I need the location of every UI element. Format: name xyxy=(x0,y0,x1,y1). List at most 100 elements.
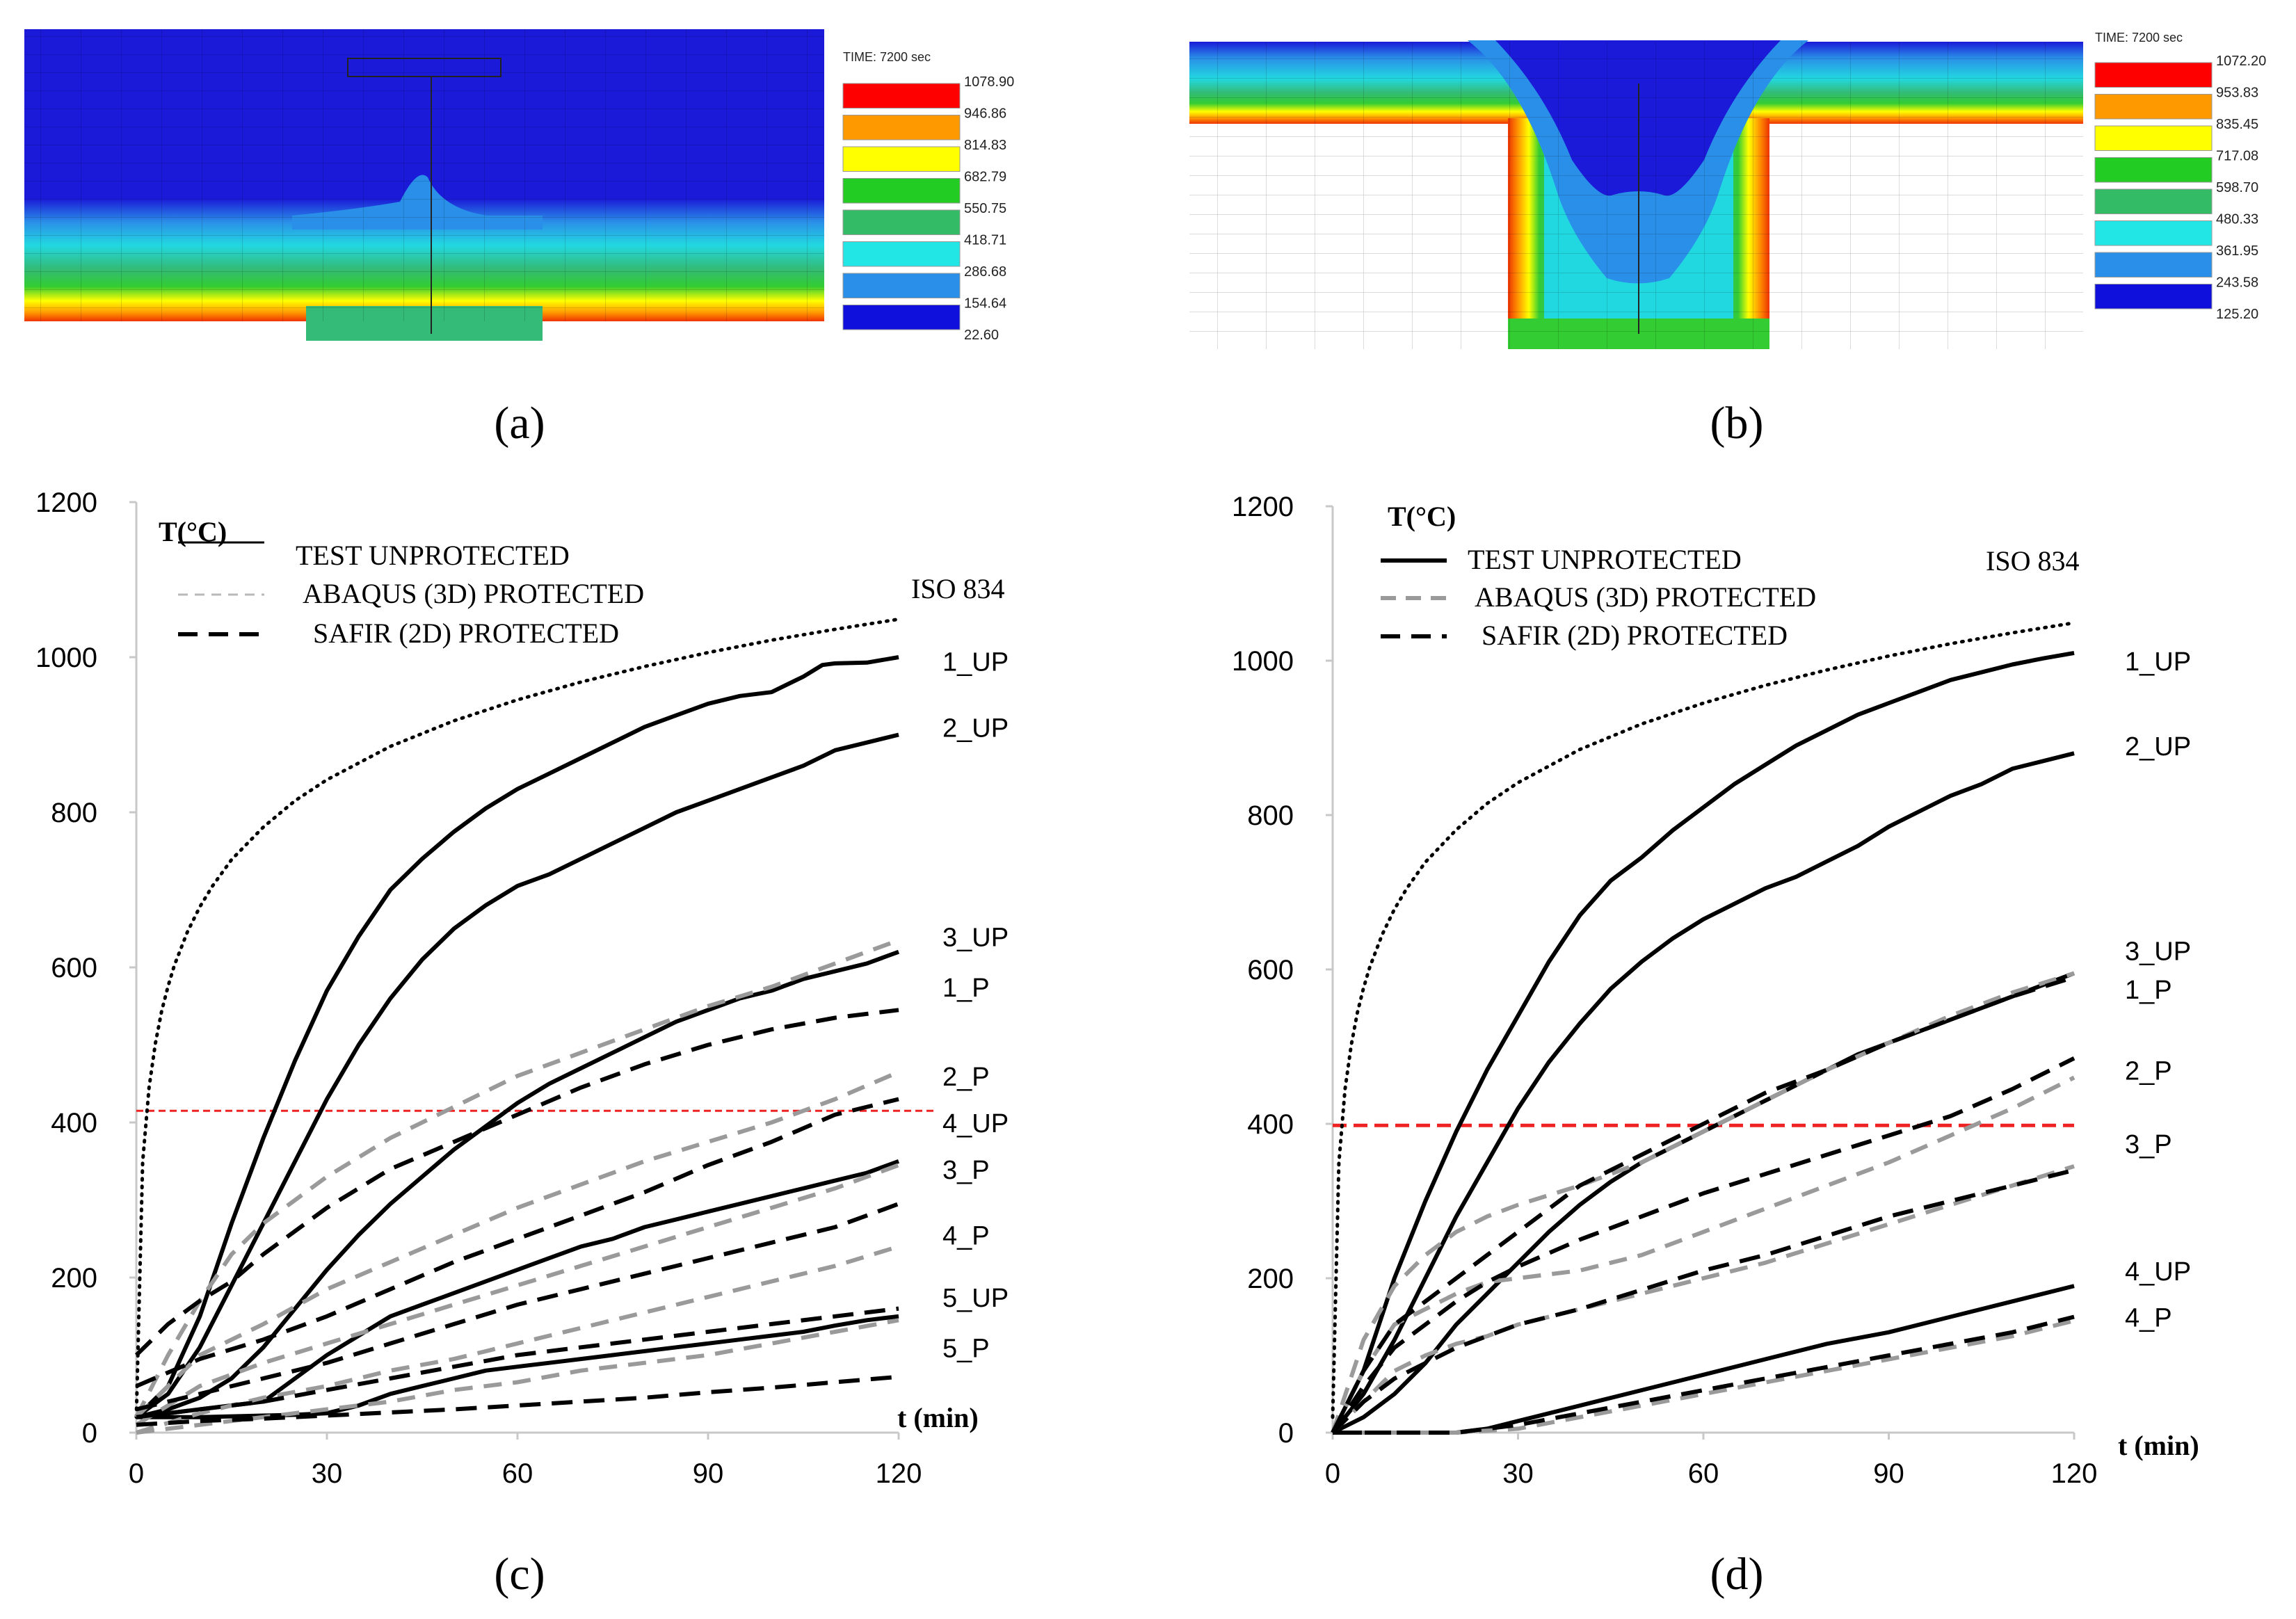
y-tick-label: 400 xyxy=(51,1108,97,1138)
time-label-b: TIME: 7200 sec xyxy=(2095,31,2183,45)
curve-label: 3_P xyxy=(942,1156,990,1185)
series-2-up xyxy=(135,732,899,1419)
legend-value: 814.83 xyxy=(964,138,1006,153)
beam-outline-a xyxy=(347,58,501,77)
curve-label: 5_P xyxy=(942,1334,990,1363)
x-tick-label: 120 xyxy=(2051,1458,2098,1489)
x-tick-label: 90 xyxy=(693,1458,724,1489)
y-tick-label: 400 xyxy=(1247,1109,1294,1140)
curve-label: 1_P xyxy=(2125,976,2172,1005)
x-tick-label: 30 xyxy=(1502,1458,1534,1489)
legend-swatch xyxy=(2094,94,2213,120)
panel-label-d: (d) xyxy=(1710,1549,1764,1600)
curve-label: 3_UP xyxy=(942,923,1009,952)
series-4-p-safir xyxy=(136,1306,899,1419)
panel-label-b: (b) xyxy=(1710,398,1764,449)
x-tick-label: 120 xyxy=(876,1458,922,1489)
series-3-up xyxy=(136,949,900,1419)
legend-value: 243.58 xyxy=(2216,275,2258,291)
x-tick-label: 90 xyxy=(1873,1458,1904,1489)
curve-label: 4_UP xyxy=(942,1109,1009,1138)
legend-value: 418.71 xyxy=(964,233,1006,248)
curve-label: 2_UP xyxy=(2125,732,2191,762)
series-3-p-abaqus xyxy=(1331,1164,2075,1435)
legend-label: SAFIR (2D) PROTECTED xyxy=(1482,620,1788,651)
legend-swatch xyxy=(2094,157,2213,183)
legend-value: 480.33 xyxy=(2216,212,2258,227)
y-axis-label: T(°C) xyxy=(1388,501,1456,532)
panel-label-a: (a) xyxy=(494,398,545,449)
legend-swatch xyxy=(2094,125,2213,151)
legend-swatch xyxy=(842,115,961,140)
legend-value: 682.79 xyxy=(964,170,1006,185)
series-4-p-abaqus xyxy=(136,1244,899,1435)
series-4-p-safir xyxy=(1333,1314,2075,1435)
series-3-p-safir xyxy=(136,1202,900,1412)
x-tick-label: 0 xyxy=(1325,1458,1340,1489)
legend-value: 835.45 xyxy=(2216,117,2258,132)
series-1-p-abaqus xyxy=(1331,971,2075,1433)
curve-label: 1_UP xyxy=(942,648,1009,677)
x-tick-label: 30 xyxy=(312,1458,343,1489)
curve-label: 2_UP xyxy=(942,714,1009,743)
legend-swatch xyxy=(2094,62,2213,88)
series-3-p-safir xyxy=(1331,1168,2075,1435)
legend-swatch xyxy=(842,209,961,235)
curve-label: 2_P xyxy=(2125,1056,2172,1086)
x-tick-label: 0 xyxy=(129,1458,144,1489)
iso-834-label: ISO 834 xyxy=(911,573,1004,604)
series-1-p-safir xyxy=(1331,975,2075,1434)
series-1-up xyxy=(1331,650,2075,1434)
y-tick-label: 1000 xyxy=(35,643,97,673)
x-tick-label: 60 xyxy=(502,1458,533,1489)
legend-swatch xyxy=(2094,188,2213,214)
series-5-up xyxy=(136,1314,899,1419)
time-label-a: TIME: 7200 sec xyxy=(843,50,931,64)
legend-value: 154.64 xyxy=(964,296,1006,312)
color-legend-a: 1078.90 946.86 814.83 682.79 550.75 418.71 286… xyxy=(842,74,1014,343)
legend-value: 1078.90 xyxy=(964,74,1014,90)
y-tick-label: 0 xyxy=(1278,1418,1294,1449)
legend-swatch xyxy=(842,305,961,330)
x-axis-label: t (min) xyxy=(2118,1430,2199,1461)
mesh-b xyxy=(1189,42,2083,349)
y-tick-label: 1200 xyxy=(1232,492,1294,522)
legend-value: 361.95 xyxy=(2216,243,2258,259)
y-tick-label: 0 xyxy=(82,1418,97,1449)
series-2-p-safir xyxy=(135,1097,899,1388)
y-tick-label: 200 xyxy=(1247,1264,1294,1294)
y-tick-label: 600 xyxy=(1247,955,1294,985)
curve-label: 5_UP xyxy=(942,1284,1009,1313)
legend-swatch xyxy=(2094,220,2213,246)
y-tick-label: 200 xyxy=(51,1263,97,1294)
series-2-up xyxy=(1331,751,2075,1434)
legend-value: 550.75 xyxy=(964,201,1006,216)
series-iso-834 xyxy=(134,617,901,1419)
legend-swatch xyxy=(842,146,961,172)
curve-label: 3_UP xyxy=(2125,937,2191,966)
curve-label: 1_P xyxy=(942,974,990,1003)
series-1-p-safir xyxy=(134,1008,899,1357)
curve-label: 4_P xyxy=(2125,1304,2172,1333)
series-3-p-abaqus xyxy=(135,1163,900,1427)
series-1-p-abaqus xyxy=(134,938,900,1419)
y-tick-label: 800 xyxy=(1247,800,1294,831)
legend-value: 953.83 xyxy=(2216,86,2258,101)
temperature-chart-d: 0 200 400 600 800 1000 1200 0 30 60 90 120 1_UP 2_UP 3… xyxy=(1232,492,2199,1489)
series-2-p-abaqus xyxy=(134,1070,900,1419)
y-tick-label: 1000 xyxy=(1232,646,1294,677)
curve-label: 3_P xyxy=(2125,1130,2172,1159)
mesh-a xyxy=(24,29,824,321)
legend-swatch xyxy=(842,273,961,298)
contour-panel-b: TIME: 7200 sec 1072.20 953.83 835.45 717.08… xyxy=(1189,31,2266,349)
series-2-p-safir xyxy=(1331,1056,2076,1434)
legend-swatch xyxy=(2094,252,2213,277)
legend-label: TEST UNPROTECTED xyxy=(296,540,570,571)
temperature-chart-c: 0 200 400 600 800 1000 1200 0 30 60 90 120 1_UP 2_UP 3… xyxy=(35,488,1009,1489)
iso-834-label: ISO 834 xyxy=(1986,545,2079,577)
legend-value: 946.86 xyxy=(964,106,1006,122)
legend-value: 125.20 xyxy=(2216,307,2258,322)
color-legend-b: 1072.20 953.83 835.45 717.08 598.70 480.33 361… xyxy=(2094,54,2266,322)
legend-value: 1072.20 xyxy=(2216,54,2266,69)
